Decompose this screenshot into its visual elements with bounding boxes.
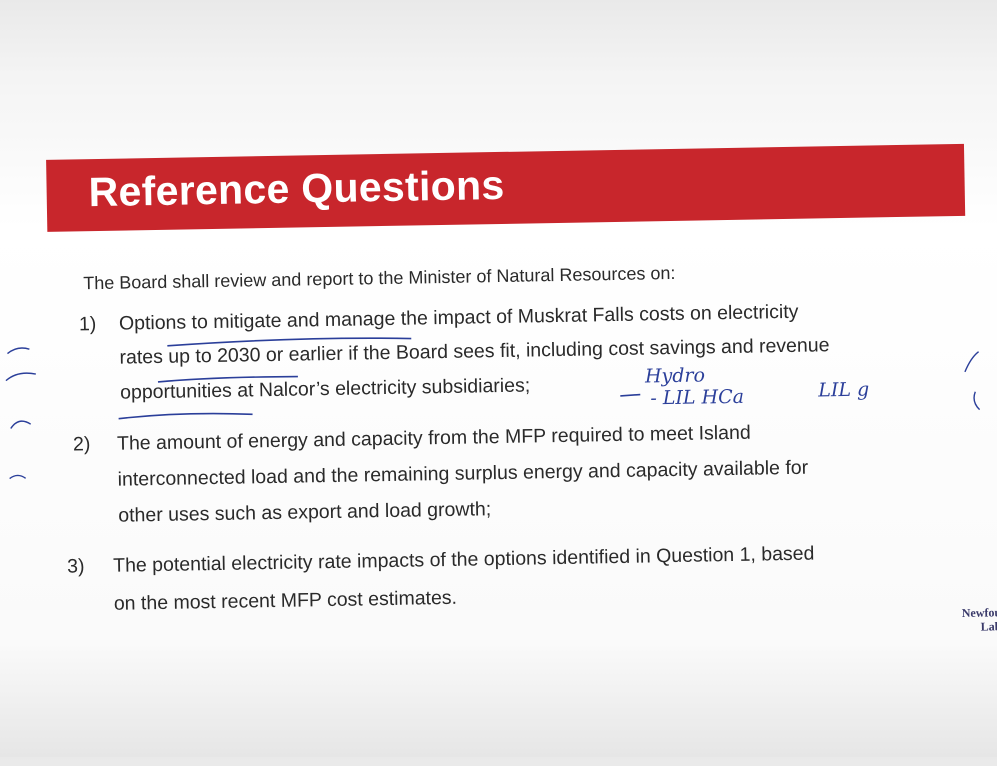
document-photo: Reference Questions The Board shall revi… xyxy=(0,0,997,757)
page-body: Reference Questions The Board shall revi… xyxy=(0,0,997,757)
margin-scribble xyxy=(965,352,980,410)
pen-dash xyxy=(620,395,640,396)
pen-underline xyxy=(167,337,411,346)
pen-underline xyxy=(158,376,298,382)
margin-scribble xyxy=(5,348,37,479)
pen-underline xyxy=(119,413,253,419)
pen-marks xyxy=(0,0,997,766)
document-content: Reference Questions The Board shall revi… xyxy=(0,0,997,766)
